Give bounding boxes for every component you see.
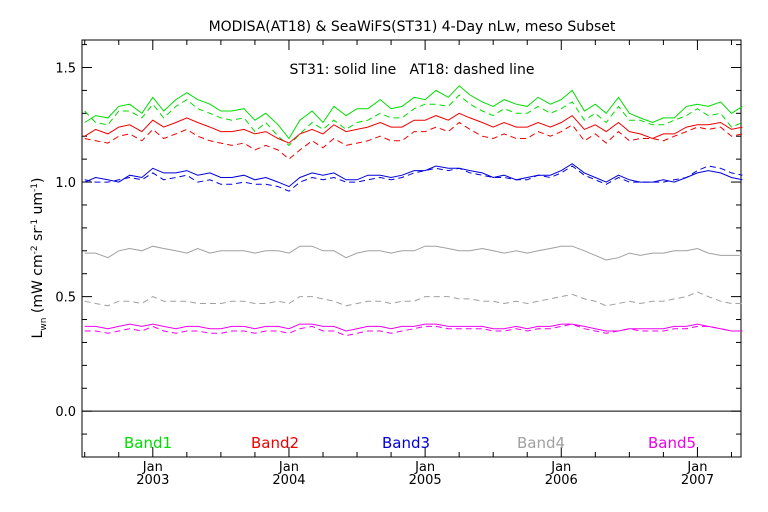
plot-frame — [81, 39, 742, 458]
band5-st31-line — [84, 323, 743, 332]
legend-band1: Band1 — [124, 434, 172, 452]
band2-at18-line — [84, 121, 743, 160]
x-tick-year-label: 2005 — [409, 473, 442, 488]
band4-st31-line — [84, 245, 743, 261]
y-tick-label: 1.5 — [55, 61, 76, 76]
band2-st31-line — [84, 112, 743, 144]
chart-title: MODISA(AT18) & SeaWiFS(ST31) 4-Day nLw, … — [209, 19, 616, 35]
y-axis-label-units-open: (mW cm — [30, 254, 46, 317]
band4-at18-line — [84, 291, 743, 307]
x-tick-month-label: Jan — [278, 460, 299, 475]
x-tick-month-label: Jan — [686, 460, 707, 475]
x-tick-year-label: 2003 — [136, 473, 169, 488]
x-tick-month-label: Jan — [550, 460, 571, 475]
y-axis-label-mid1: sr — [30, 228, 46, 246]
y-axis-label-sub: wn — [39, 318, 49, 331]
y-tick-label: 1.0 — [55, 176, 76, 191]
line-style-annotation: ST31: solid line AT18: dashed line — [290, 62, 535, 78]
legend-band5: Band5 — [648, 434, 696, 452]
x-tick-month-label: Jan — [142, 460, 163, 475]
band5-at18-line — [84, 323, 743, 337]
legend-band4: Band4 — [517, 434, 565, 452]
band1-at18-line — [84, 94, 743, 147]
x-tick-year-label: 2007 — [681, 473, 714, 488]
y-axis-label-units-close: ) — [30, 178, 46, 183]
y-axis-label-exp1: -2 — [30, 245, 40, 254]
y-axis-label-exp3: -1 — [30, 183, 40, 192]
y-axis-label: Lwn (mW cm-2 sr-1 um-1) — [30, 178, 49, 339]
x-tick-year-label: 2004 — [272, 473, 305, 488]
x-tick-year-label: 2006 — [545, 473, 578, 488]
y-axis-label-exp2: -1 — [30, 219, 40, 228]
y-axis-label-mid2: um — [30, 192, 46, 219]
y-axis-label-base: L — [30, 330, 46, 338]
band3-at18-line — [84, 165, 743, 192]
plot-area: 0.00.51.01.5Jan2003Jan2004Jan2005Jan2006… — [55, 39, 743, 488]
y-tick-label: 0.5 — [55, 291, 76, 306]
legend-band2: Band2 — [251, 434, 299, 452]
y-tick-label: 0.0 — [55, 405, 76, 420]
band1-st31-line — [84, 85, 743, 140]
legend-band3: Band3 — [382, 434, 430, 452]
band3-st31-line — [84, 163, 743, 188]
x-tick-month-label: Jan — [414, 460, 435, 475]
